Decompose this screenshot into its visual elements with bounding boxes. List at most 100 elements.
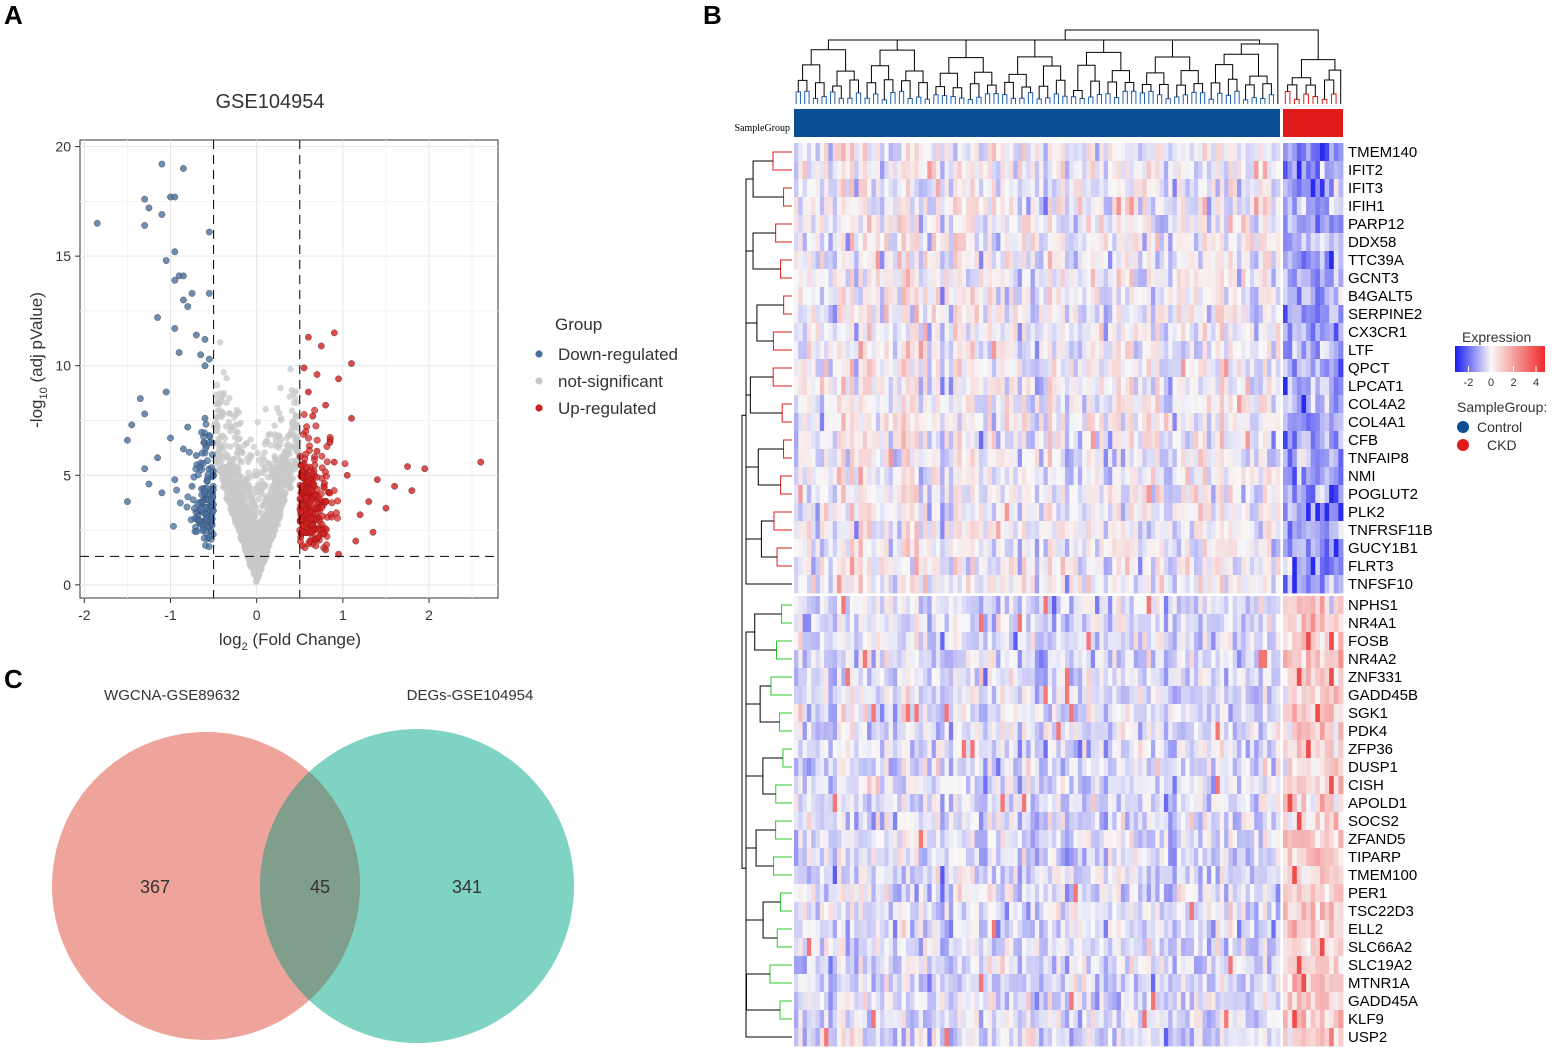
- point-up-regulated: [313, 436, 321, 444]
- heatmap-cell: [1189, 521, 1195, 540]
- heatmap-cell: [1324, 269, 1330, 288]
- heatmap-cell: [987, 197, 993, 216]
- heatmap-cell: [824, 287, 829, 306]
- heatmap-cell: [1077, 431, 1083, 450]
- heatmap-cell: [948, 341, 954, 360]
- heatmap-cell: [983, 377, 988, 396]
- heatmap-cell: [1116, 251, 1122, 270]
- heatmap-cell: [1026, 269, 1031, 288]
- heatmap-cell: [953, 143, 958, 162]
- heatmap-cell: [849, 521, 855, 540]
- heatmap-cell: [914, 521, 920, 540]
- point-down-regulated: [201, 362, 209, 370]
- point-not-significant: [228, 501, 235, 509]
- heatmap-cell: [996, 413, 1001, 432]
- heatmap-cell: [1047, 431, 1053, 450]
- heatmap-cell: [880, 377, 885, 396]
- heatmap-cell: [1241, 197, 1246, 216]
- heatmap-cell: [948, 521, 954, 540]
- heatmap-cell: [1198, 449, 1203, 468]
- point-down-regulated: [204, 523, 211, 530]
- heatmap-cell: [1185, 449, 1191, 468]
- heatmap-cell: [1287, 485, 1293, 504]
- heatmap-cell: [1125, 269, 1130, 288]
- heatmap-cell: [811, 179, 816, 198]
- heatmap-cell: [927, 341, 933, 360]
- heatmap-cell: [1333, 431, 1339, 450]
- heatmap-cell: [966, 269, 971, 288]
- heatmap-cell: [987, 395, 993, 414]
- heatmap-cell: [854, 197, 859, 216]
- heatmap-cell: [1000, 179, 1006, 198]
- heatmap-cell: [1138, 413, 1143, 432]
- column-dendrogram-branch: [883, 79, 894, 100]
- heatmap-cell: [1254, 449, 1259, 468]
- heatmap-cell: [1082, 179, 1087, 198]
- heatmap-cell: [1129, 485, 1135, 504]
- point-up-regulated: [373, 476, 381, 484]
- heatmap-cell: [819, 323, 825, 342]
- heatmap-cell: [1159, 395, 1165, 414]
- point-down-regulated: [162, 257, 170, 264]
- heatmap-cell: [1189, 539, 1195, 558]
- point-up-regulated: [322, 498, 329, 506]
- heatmap-cell: [1069, 305, 1074, 324]
- point-not-significant: [255, 457, 262, 464]
- heatmap-cell: [1262, 359, 1268, 378]
- heatmap-cell: [983, 215, 988, 234]
- heatmap-cell: [1155, 179, 1160, 198]
- heatmap-cell: [1287, 503, 1293, 522]
- heatmap-cell: [1120, 251, 1126, 270]
- heatmap-cell: [1004, 197, 1010, 216]
- heatmap-cell: [1310, 395, 1316, 414]
- heatmap-cell: [1082, 413, 1087, 432]
- heatmap-cell: [1120, 143, 1126, 162]
- heatmap-cell: [944, 377, 950, 396]
- point-up-regulated: [328, 499, 336, 507]
- heatmap-cell: [1189, 197, 1195, 216]
- heatmap-cell: [862, 179, 868, 198]
- heatmap-cell: [1310, 269, 1316, 288]
- heatmap-cell: [875, 305, 881, 324]
- heatmap-cell: [1043, 143, 1049, 162]
- heatmap-cell: [1249, 485, 1255, 504]
- heatmap-cell: [1296, 269, 1302, 288]
- heatmap-cell: [914, 557, 920, 576]
- column-dendrogram-branch: [795, 91, 801, 104]
- heatmap-cell: [983, 449, 988, 468]
- heatmap-cell: [1176, 359, 1182, 378]
- heatmap-cell: [1324, 215, 1330, 234]
- heatmap-cell: [832, 431, 838, 450]
- heatmap-cell: [1333, 539, 1339, 558]
- heatmap-cell: [849, 557, 855, 576]
- heatmap-cell: [1211, 341, 1216, 360]
- heatmap-cell: [1142, 413, 1148, 432]
- heatmap-cell: [966, 449, 971, 468]
- point-up-regulated: [307, 527, 315, 535]
- heatmap-cell: [828, 341, 834, 360]
- heatmap-cell: [858, 197, 864, 216]
- heatmap-cell: [1262, 143, 1268, 162]
- heatmap-cell: [1319, 395, 1325, 414]
- heatmap-cell: [1047, 215, 1053, 234]
- heatmap-cell: [1043, 359, 1049, 378]
- heatmap-cell: [828, 323, 834, 342]
- heatmap-cell: [1047, 161, 1053, 180]
- heatmap-cell: [940, 143, 945, 162]
- point-not-significant: [226, 487, 233, 495]
- heatmap-cell: [1056, 287, 1062, 306]
- heatmap-cell: [1159, 215, 1165, 234]
- heatmap-cell: [1107, 197, 1113, 216]
- heatmap-cell: [1030, 233, 1036, 252]
- heatmap-cell: [944, 395, 950, 414]
- heatmap-cell: [862, 467, 868, 486]
- heatmap-cell: [854, 449, 859, 468]
- heatmap-cell: [1306, 161, 1312, 180]
- heatmap-cell: [1254, 521, 1259, 540]
- point-down-regulated: [208, 473, 216, 481]
- heatmap-cell: [1099, 503, 1105, 522]
- heatmap-cell: [1150, 431, 1156, 450]
- heatmap-cell: [1034, 359, 1040, 378]
- heatmap-cell: [815, 539, 821, 558]
- heatmap-cell: [1073, 287, 1079, 306]
